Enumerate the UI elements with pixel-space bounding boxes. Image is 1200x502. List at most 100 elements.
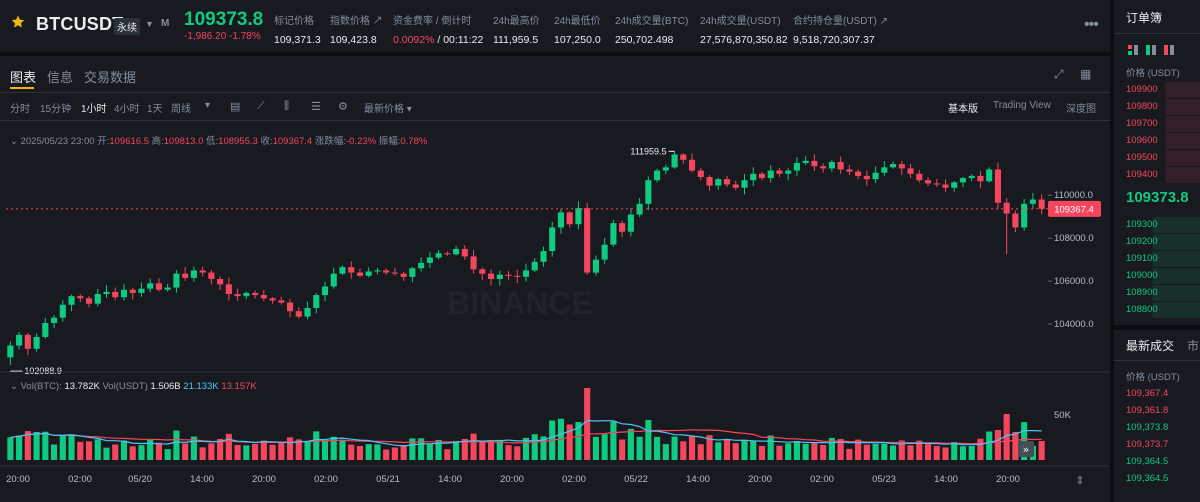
interval-dropdown-icon[interactable]: ▾ [205,100,211,111]
bid-row[interactable]: 109200 [1114,234,1200,250]
calendar-icon[interactable]: ▤ [230,101,241,113]
favorite-star-icon[interactable] [10,14,26,30]
volume-bar [243,445,250,460]
candle-body [356,272,364,276]
axis-fit-icon[interactable]: ⇕ [1075,474,1084,487]
ask-row[interactable]: 109500 [1114,150,1200,166]
volume-bar [610,421,617,460]
trade-price: 109,373.7 [1126,439,1169,450]
stat-label: 合约持仓量(USDT) ↗ [793,16,889,27]
volume-bar [522,437,530,460]
open-interest-stat[interactable]: 合约持仓量(USDT) ↗ 9,518,720,307.37 [793,12,888,46]
candlestick-chart[interactable]: BINANCE 110000.0 108000.0 106000.0 104000.0 5… [0,56,1110,502]
candle-body [522,270,530,277]
y-tick-label: 104000.0 [1054,319,1094,330]
recent-trades: 最新成交 市 价格 (USDT) 109,367.4 109,361.8 109… [1114,330,1200,502]
candle-body [977,175,984,182]
index-price-stat[interactable]: 指数价格 ↗ 109,423.8 [330,12,383,46]
tab-trading-data[interactable]: 交易数据 [84,70,137,85]
candle-body [138,288,145,293]
candle-body [846,169,853,172]
volume-bar [33,431,40,460]
volume-bar [59,435,66,460]
book-bids-icon[interactable] [1146,45,1156,55]
candle-body [479,269,486,274]
candle-body [627,214,634,232]
vol-usdt-value: 1.506B [150,381,181,392]
volume-bar [321,440,329,460]
interval-1h[interactable]: 1小时 [81,104,107,115]
candle-body [706,176,713,186]
ask-price: 109800 [1126,101,1158,112]
candle-body [610,223,617,245]
more-dots-icon[interactable]: ••• [1084,16,1099,33]
volume-bar [645,419,652,460]
book-both-icon[interactable] [1128,45,1138,55]
volume-bar [767,435,774,460]
ask-row[interactable]: 109600 [1114,133,1200,149]
volume-bar [304,441,311,460]
bid-row[interactable]: 108900 [1114,285,1200,301]
tab-info[interactable]: 信息 [47,70,74,85]
fullscreen-icon[interactable]: ⤢ [1054,67,1064,81]
book-asks-icon[interactable] [1164,45,1174,55]
volume-bar [435,439,442,460]
interval-1d[interactable]: 1天 [147,104,163,115]
interval-4h[interactable]: 4小时 [114,104,140,115]
tab-chart[interactable]: 图表 [10,70,37,85]
bid-row[interactable]: 109000 [1114,268,1200,284]
ask-row[interactable]: 109900 [1114,82,1200,98]
scroll-latest-button[interactable] [1018,441,1034,457]
volume-bar [173,430,180,460]
ask-price: 109900 [1126,84,1158,95]
symbol-name[interactable]: BTCUSDT [36,14,124,34]
ask-row[interactable]: 109400 [1114,167,1200,183]
volume-bar [505,445,512,460]
volume-bar [514,446,521,460]
volume-bar [977,438,984,460]
view-tradingview[interactable]: Trading View [993,100,1051,111]
bid-row[interactable]: 108800 [1114,302,1200,318]
settings-gear-icon[interactable]: ⚙ [338,101,348,113]
candle-body [619,223,626,232]
volume-bar [1012,432,1019,460]
candle-body [383,270,390,273]
ask-row[interactable]: 109700 [1114,116,1200,132]
volume-bar [426,443,433,460]
layout-grid-icon[interactable]: ▦ [1080,67,1092,81]
ask-row[interactable]: 109800 [1114,99,1200,115]
stat-value: 111,959.5 [493,34,539,46]
candle-body [391,272,398,274]
drawing-tools-icon[interactable]: ☰ [311,101,321,113]
view-basic[interactable]: 基本版 [948,104,978,115]
collapse-icon[interactable]: ⌄ [10,381,18,392]
volume-bar [94,439,101,460]
interval-week[interactable]: 周线 [171,104,191,115]
ticker-header: BTCUSDT 永续 ▼ M 109373.8 -1,986.20 -1.78%… [0,0,1110,52]
candle-body [199,270,206,273]
tab-recent-trades[interactable]: 最新成交 [1126,339,1175,353]
candle-body [872,172,879,180]
x-tick-label: 02:00 [810,474,834,485]
view-depth[interactable]: 深度图 [1066,104,1096,115]
x-tick-label: 14:00 [190,474,214,485]
stat-value: 109,423.8 [330,34,377,46]
price-type-select[interactable]: 最新价格 ▾ [364,104,412,115]
candle-type-icon[interactable]: ⫼ [284,100,290,112]
candle-body [260,295,267,299]
x-tick-label: 05/21 [376,474,400,485]
collapse-icon[interactable]: ⌄ [10,136,18,147]
indicator-icon[interactable]: ⟋ [257,100,265,112]
symbol-dropdown-icon[interactable]: ▼ [145,19,154,29]
x-tick-label: 02:00 [314,474,338,485]
candle-body [680,154,687,160]
volume-bar [750,441,757,460]
tab-market[interactable]: 市 [1187,339,1200,353]
volume-bar [1003,414,1010,460]
interval-time[interactable]: 分时 [10,104,30,115]
interval-15m[interactable]: 15分钟 [40,104,72,115]
bid-row[interactable]: 109300 [1114,217,1200,233]
bid-row[interactable]: 109100 [1114,251,1200,267]
candle-body [758,173,766,179]
candle-body [750,173,757,181]
